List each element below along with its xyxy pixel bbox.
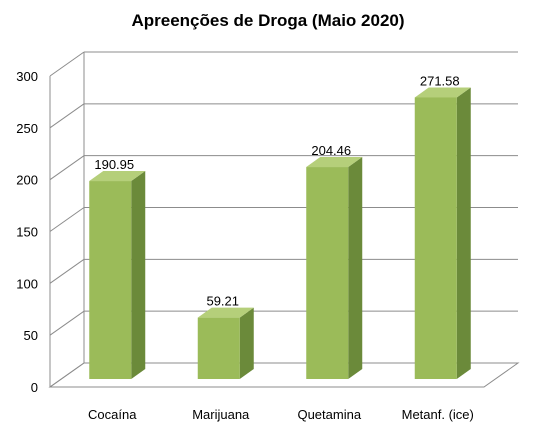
chart-title: Apreenções de Droga (Maio 2020) [131,11,404,30]
x-tick-labels: Cocaína Marijuana Quetamina Metanf. (ice) [88,407,474,422]
gridline-side [49,51,85,77]
y-tick-labels: 0 50 100 150 200 250 300 [16,69,38,395]
bar-top [197,307,254,318]
bar-side [131,171,146,379]
bar-front [414,97,457,379]
bar-3 [306,157,363,379]
bar-top [306,157,363,168]
x-tick-label: Metanf. (ice) [402,407,474,422]
bar-1 [89,171,146,379]
data-label: 59.21 [206,294,239,309]
y-tick-label: 100 [16,276,38,291]
gridline-side [49,207,85,232]
bar-side [348,157,363,379]
gridline-side [49,310,85,336]
gridline-side [49,155,85,181]
bar-front [89,181,132,379]
bar-side [456,87,471,379]
bar-front [197,317,240,379]
x-tick-label: Cocaína [88,407,137,422]
gridline-side [49,258,85,284]
data-label: 271.58 [420,73,460,88]
gridline-side [49,103,85,129]
y-tick-label: 250 [16,121,38,136]
y-tick-label: 150 [16,225,38,240]
data-labels: 190.95 59.21 204.46 271.58 [94,73,459,308]
x-tick-label: Marijuana [192,407,250,422]
x-tick-label: Quetamina [297,407,361,422]
y-tick-label: 300 [16,69,38,84]
bars [89,87,471,379]
bar-top [89,171,146,182]
data-label: 204.46 [311,143,351,158]
bar-front [306,167,349,379]
axes [48,52,520,388]
chart-floor [48,362,520,388]
y-tick-label: 200 [16,173,38,188]
bar-top [414,87,471,98]
bar-side [239,307,254,379]
data-label: 190.95 [94,157,134,172]
bar-2 [197,307,254,379]
bar-4 [414,87,471,379]
y-tick-label: 50 [24,328,38,343]
y-tick-label: 0 [31,380,38,395]
